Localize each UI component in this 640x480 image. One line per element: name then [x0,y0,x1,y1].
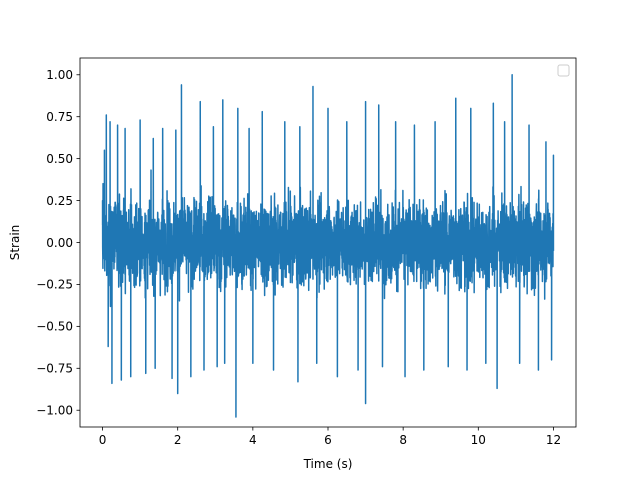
y-tick-label: 0.25 [46,194,73,208]
series-line-strain [101,74,555,418]
x-tick-label: 2 [174,433,182,447]
x-tick-label: 8 [399,433,407,447]
y-tick-label: 1.00 [46,68,73,82]
y-axis-ticks: −1.00 −0.75 −0.50 −0.25 0.00 0.25 0.50 0.75 1.00 [36,68,80,418]
x-tick-label: 4 [249,433,257,447]
y-tick-label: 0.75 [46,110,73,124]
x-tick-label: 10 [471,433,486,447]
x-axis-label: Time (s) [303,457,353,471]
legend-box [557,64,570,77]
x-tick-label: 6 [324,433,332,447]
y-tick-label: −0.50 [36,320,73,334]
x-tick-label: 12 [546,433,561,447]
x-tick-label: 0 [99,433,107,447]
y-tick-label: 0.00 [46,236,73,250]
x-axis-ticks: 0 2 4 6 8 10 12 [99,427,561,447]
y-tick-label: −0.25 [36,278,73,292]
plot-area [101,74,555,418]
y-tick-label: −1.00 [36,404,73,418]
y-axis-label: Strain [8,225,22,261]
y-tick-label: 0.50 [46,152,73,166]
y-tick-label: −0.75 [36,362,73,376]
axes-frame [79,57,577,428]
